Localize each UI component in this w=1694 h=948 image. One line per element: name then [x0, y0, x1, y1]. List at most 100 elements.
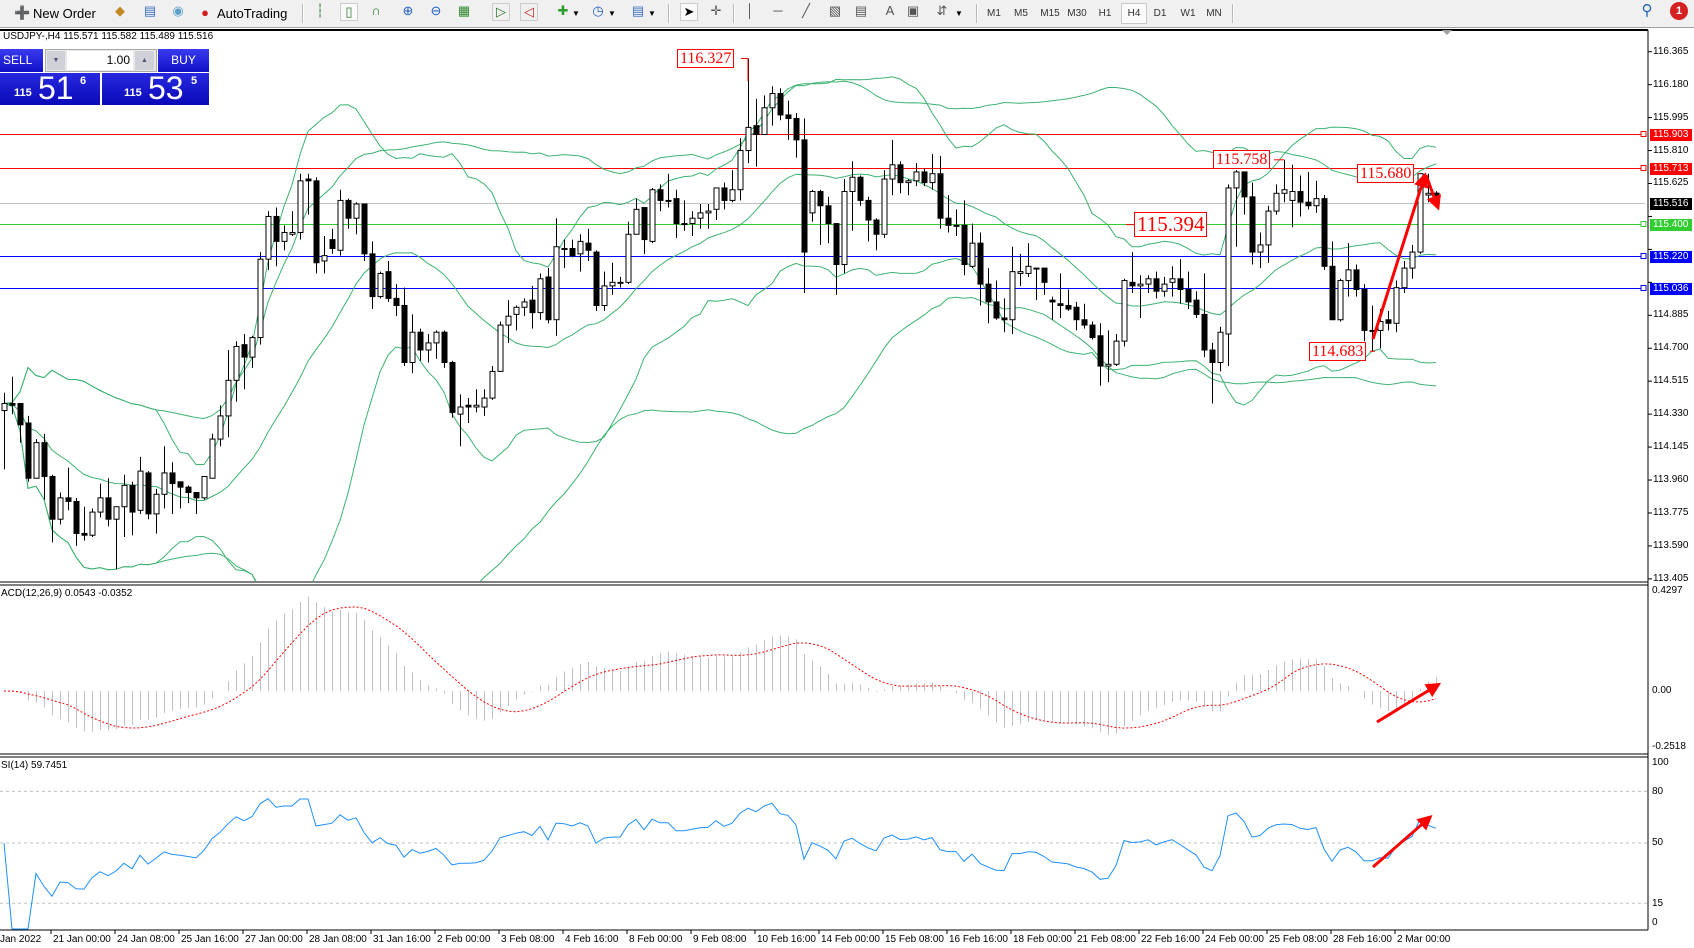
- candle-body[interactable]: [353, 203, 360, 219]
- candle-body[interactable]: [1329, 265, 1336, 321]
- candle-body[interactable]: [49, 475, 56, 520]
- candle-body[interactable]: [217, 415, 224, 440]
- candle-body[interactable]: [593, 251, 600, 306]
- candle-body[interactable]: [969, 242, 976, 267]
- candle-body[interactable]: [681, 223, 688, 226]
- candle-body[interactable]: [1049, 299, 1056, 303]
- candle-body[interactable]: [1025, 265, 1032, 274]
- candle-body[interactable]: [505, 315, 512, 326]
- candle-body[interactable]: [121, 484, 128, 508]
- candle-body[interactable]: [1089, 324, 1096, 339]
- candle-body[interactable]: [113, 506, 120, 520]
- timeframe-m30[interactable]: M30: [1067, 8, 1087, 19]
- buy-price-button[interactable]: 115 53 5: [102, 70, 209, 106]
- candle-body[interactable]: [953, 224, 960, 227]
- text-icon[interactable]: A: [885, 3, 895, 18]
- candle-body[interactable]: [73, 500, 80, 534]
- candle-body[interactable]: [97, 497, 104, 513]
- candle-body[interactable]: [937, 173, 944, 219]
- annotation-high-115680[interactable]: 115.680: [1357, 164, 1415, 183]
- candle-body[interactable]: [441, 331, 448, 363]
- chart-shift-icon[interactable]: ◁: [520, 3, 538, 21]
- candle-body[interactable]: [1041, 267, 1048, 283]
- market-watch-icon[interactable]: ◆: [115, 3, 125, 18]
- candle-body[interactable]: [425, 342, 432, 351]
- candle-body[interactable]: [1201, 313, 1208, 351]
- candle-body[interactable]: [265, 215, 272, 260]
- timeframe-m15[interactable]: M15: [1040, 8, 1060, 19]
- candle-body[interactable]: [481, 397, 488, 408]
- candle-body[interactable]: [1057, 303, 1064, 306]
- candle-body[interactable]: [137, 470, 144, 511]
- candle-body[interactable]: [1241, 171, 1248, 198]
- data-window-icon[interactable]: ▤: [143, 3, 157, 18]
- candle-body[interactable]: [785, 114, 792, 119]
- candle-body[interactable]: [897, 164, 904, 184]
- candle-body[interactable]: [865, 199, 872, 221]
- candle-body[interactable]: [1393, 287, 1400, 324]
- timeframe-h1[interactable]: H1: [1098, 8, 1112, 19]
- candle-body[interactable]: [513, 306, 520, 315]
- candle-body[interactable]: [1257, 244, 1264, 253]
- candle-body[interactable]: [833, 223, 840, 266]
- candle-body[interactable]: [617, 281, 624, 284]
- candle-body[interactable]: [41, 442, 48, 477]
- text-label-icon[interactable]: ▣: [906, 3, 920, 18]
- candle-body[interactable]: [1289, 191, 1296, 201]
- candle-body[interactable]: [929, 173, 936, 184]
- candle-body[interactable]: [241, 344, 248, 358]
- chevron-down-icon[interactable]: ▼: [572, 8, 580, 18]
- autotrading-button[interactable]: ● AutoTrading: [197, 3, 287, 23]
- candle-body[interactable]: [1009, 271, 1016, 321]
- candle-body[interactable]: [1193, 299, 1200, 315]
- candle-body[interactable]: [489, 370, 496, 399]
- candle-body[interactable]: [737, 150, 744, 191]
- candle-body[interactable]: [409, 331, 416, 363]
- candle-body[interactable]: [1113, 340, 1120, 365]
- candle-body[interactable]: [289, 231, 296, 235]
- candle-body[interactable]: [729, 189, 736, 201]
- candle-body[interactable]: [1425, 192, 1432, 196]
- candle-body[interactable]: [1401, 267, 1408, 289]
- candle-body[interactable]: [1129, 281, 1136, 287]
- trendline-icon[interactable]: ╱: [802, 3, 810, 18]
- candle-body[interactable]: [185, 486, 192, 493]
- candle-body[interactable]: [889, 164, 896, 180]
- new-order-button[interactable]: ➕ New Order: [14, 3, 96, 23]
- candle-body[interactable]: [1137, 283, 1144, 287]
- candle-body[interactable]: [169, 472, 176, 485]
- annotation-high-116327[interactable]: 116.327: [677, 49, 735, 68]
- chart-shift-marker[interactable]: [1442, 30, 1452, 35]
- candle-body[interactable]: [1033, 267, 1040, 270]
- candle-body[interactable]: [1345, 269, 1352, 282]
- candle-body[interactable]: [697, 212, 704, 219]
- candle-body[interactable]: [193, 491, 200, 499]
- candle-body[interactable]: [153, 493, 160, 515]
- candle-body[interactable]: [1409, 251, 1416, 269]
- trend-arrow-up-icon[interactable]: [1371, 172, 1429, 340]
- candle-body[interactable]: [201, 475, 208, 499]
- candle-body[interactable]: [465, 404, 472, 408]
- candle-body[interactable]: [313, 180, 320, 264]
- candle-body[interactable]: [1217, 331, 1224, 363]
- candle-body[interactable]: [881, 178, 888, 235]
- candle-body[interactable]: [321, 255, 328, 262]
- candle-body[interactable]: [1185, 288, 1192, 303]
- candlestick-chart-icon[interactable]: ▯: [340, 3, 358, 21]
- candle-body[interactable]: [209, 438, 216, 479]
- candle-body[interactable]: [1297, 191, 1304, 203]
- candle-body[interactable]: [105, 497, 112, 520]
- candle-body[interactable]: [649, 189, 656, 242]
- candle-body[interactable]: [457, 406, 464, 415]
- candle-body[interactable]: [1097, 335, 1104, 367]
- candle-body[interactable]: [745, 126, 752, 152]
- candle-body[interactable]: [225, 379, 232, 417]
- timeframe-m1[interactable]: M1: [987, 8, 1001, 19]
- chevron-down-icon[interactable]: ▼: [955, 8, 963, 18]
- candle-body[interactable]: [57, 497, 64, 520]
- crosshair-icon[interactable]: ✛: [710, 3, 722, 18]
- vertical-line-icon[interactable]: │: [745, 3, 755, 18]
- candle-body[interactable]: [145, 472, 152, 515]
- candle-body[interactable]: [753, 125, 760, 136]
- candle-body[interactable]: [521, 301, 528, 308]
